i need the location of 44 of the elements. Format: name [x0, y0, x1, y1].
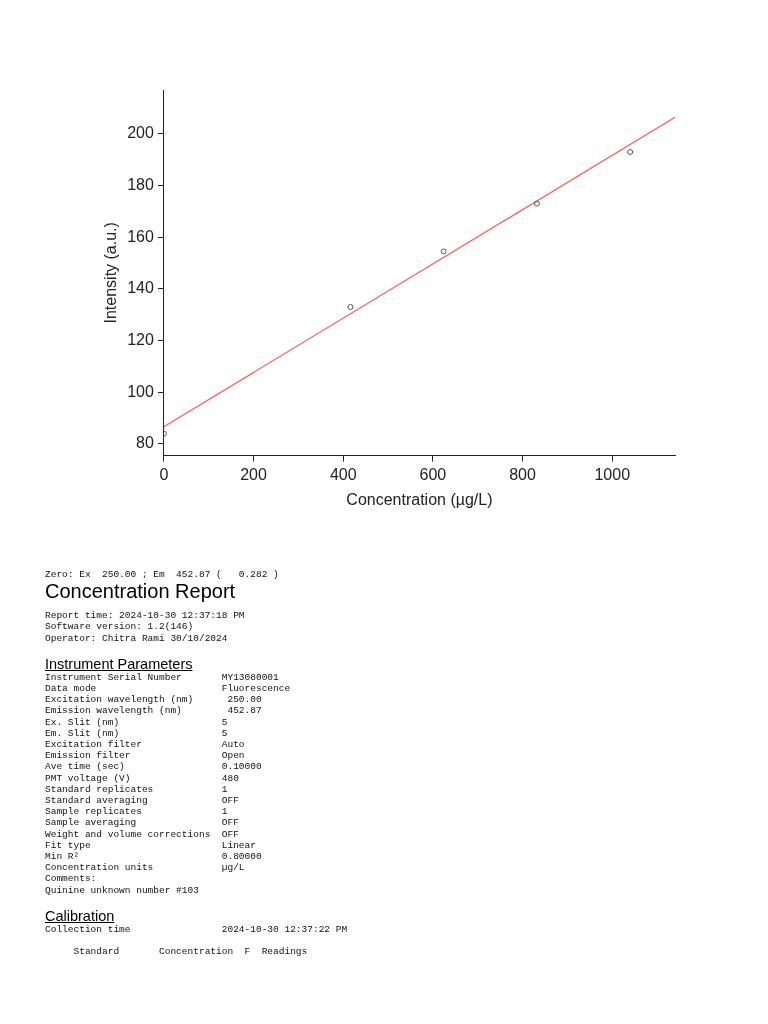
text: Emission wavelength (nm) 452.87	[45, 705, 263, 717]
text: Ex. Slit (nm) 5	[45, 716, 229, 728]
x-axis-title: Concentration (µg/L)	[346, 490, 493, 508]
y-tick-label: 200	[127, 124, 154, 142]
text: Quinine unknown number #103	[45, 884, 200, 896]
text: Excitation wavelength (nm) 250.00	[45, 694, 263, 706]
text: Min R² 0.80000	[45, 851, 263, 863]
x-tick-label: 400	[329, 465, 357, 483]
x-tick-label: 200	[240, 465, 268, 483]
text: Sample averaging OFF	[45, 817, 240, 829]
text: Standard averaging OFF	[45, 795, 240, 807]
y-tick-label: 100	[127, 382, 154, 400]
text: Data mode Fluorescence	[45, 683, 292, 695]
text: PMT voltage (V) 480	[45, 772, 240, 784]
text: Instrument Serial Number MY13080001	[45, 671, 280, 684]
text: Operator: Chitra Rami 30/10/2024	[45, 632, 229, 644]
text: Excitation filter Auto	[45, 739, 246, 751]
y-tick-label: 140	[127, 279, 154, 297]
y-tick-label: 120	[127, 331, 154, 349]
x-tick-label: 600	[419, 465, 447, 483]
text: Report time: 2024-10-30 12:37:18 PM	[45, 610, 246, 622]
text: Collection time 2024-10-30 12:37:22 PM	[45, 923, 349, 936]
y-axis-title: Intensity (a.u.)	[102, 222, 120, 324]
text: Weight and volume corrections OFF	[45, 828, 240, 840]
text: Calibration	[45, 907, 116, 924]
text: Concentration units µg/L	[45, 862, 246, 874]
text: Sample replicates 1	[45, 806, 229, 818]
text: Emission filter Open	[45, 750, 246, 762]
text: Instrument Parameters	[45, 655, 194, 672]
text: Concentration Report	[45, 580, 237, 603]
text: Zero: Ex 250.00 ; Em 452.87 ( 0.282 )	[45, 569, 280, 581]
y-tick-label: 160	[127, 227, 154, 245]
x-tick-label: 1000	[594, 465, 631, 483]
text: Software version: 1.2(146)	[45, 621, 195, 633]
x-tick-label: 800	[509, 465, 537, 483]
text: Fit type Linear	[45, 839, 257, 852]
text: Standard Concentration F Readings	[72, 946, 309, 958]
text: Em. Slit (nm) 5	[45, 727, 229, 740]
text: Standard replicates 1	[45, 783, 229, 796]
y-tick-label: 180	[127, 176, 154, 193]
x-tick-label: 0	[159, 465, 169, 483]
text: Ave time (sec) 0.10000	[45, 761, 263, 773]
text: Comments:	[45, 873, 98, 885]
y-tick-label: 80	[136, 434, 154, 452]
